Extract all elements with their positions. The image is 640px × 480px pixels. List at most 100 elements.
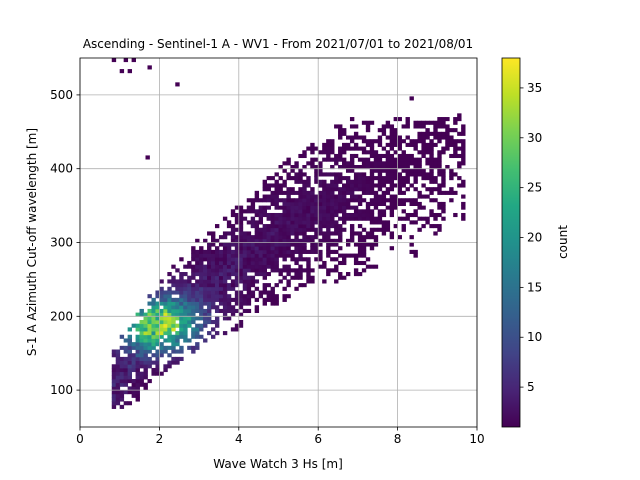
heatmap-cell <box>222 294 228 299</box>
heatmap-cell <box>143 353 148 358</box>
heatmap-cell <box>230 283 236 288</box>
heatmap-cell <box>282 216 287 221</box>
heatmap-cell <box>254 198 260 203</box>
heatmap-cell <box>330 194 335 199</box>
heatmap-cell <box>199 272 204 277</box>
heatmap-cell <box>461 179 466 184</box>
heatmap-cell <box>353 135 359 140</box>
heatmap-cell <box>421 168 426 173</box>
heatmap-cell <box>262 242 267 247</box>
heatmap-cell <box>294 205 299 210</box>
heatmap-cell <box>461 212 466 218</box>
heatmap-cell <box>127 386 133 391</box>
heatmap-cell <box>357 224 363 229</box>
heatmap-cell <box>322 264 327 269</box>
heatmap-cell <box>353 242 359 247</box>
heatmap-cell <box>187 316 192 321</box>
heatmap-cell <box>226 220 232 225</box>
heatmap-cell <box>338 205 343 210</box>
heatmap-cell <box>353 216 359 221</box>
heatmap-cell <box>441 131 446 136</box>
heatmap-cell <box>338 227 343 232</box>
heatmap-cell <box>294 172 299 177</box>
heatmap-cell <box>286 268 291 273</box>
heatmap-cell <box>373 139 379 144</box>
heatmap-cell <box>417 131 422 136</box>
heatmap-cell <box>373 165 379 170</box>
heatmap-cell <box>353 231 359 236</box>
heatmap-cell <box>234 227 240 232</box>
heatmap-cell <box>326 183 331 188</box>
heatmap-cell <box>151 308 156 314</box>
heatmap-cell <box>131 367 136 373</box>
heatmap-cell <box>171 279 176 284</box>
heatmap-cell <box>361 146 367 151</box>
heatmap-cell <box>207 294 212 299</box>
heatmap-cell <box>207 301 212 306</box>
heatmap-cell <box>238 319 244 325</box>
heatmap-cell <box>238 272 244 277</box>
heatmap-cell <box>211 231 216 236</box>
heatmap-cell <box>226 257 232 262</box>
heatmap-cell <box>155 305 160 310</box>
heatmap-cell <box>226 264 232 269</box>
heatmap-cell <box>147 338 152 343</box>
heatmap-cell <box>127 338 133 343</box>
heatmap-cell <box>187 283 192 288</box>
heatmap-cell <box>242 275 248 280</box>
heatmap-cell <box>365 120 371 125</box>
heatmap-cell <box>151 297 156 302</box>
heatmap-cell <box>195 253 200 258</box>
heatmap-cell <box>207 253 212 258</box>
heatmap-cell <box>199 275 204 280</box>
heatmap-cell <box>429 187 434 192</box>
heatmap-cell <box>250 249 256 254</box>
heatmap-cell <box>369 209 375 214</box>
heatmap-cell <box>389 124 395 129</box>
heatmap-cell <box>123 382 129 387</box>
heatmap-cell <box>218 286 224 291</box>
heatmap-cell <box>342 176 347 181</box>
heatmap-cell <box>389 168 395 173</box>
heatmap-cell <box>429 157 434 162</box>
heatmap-cell <box>187 338 192 343</box>
heatmap-cell <box>254 257 260 262</box>
heatmap-cell <box>139 349 144 354</box>
heatmap-cell <box>278 183 283 188</box>
heatmap-cell <box>250 242 256 247</box>
heatmap-cell <box>306 216 311 221</box>
heatmap-cell <box>385 124 391 129</box>
heatmap-cell <box>262 179 267 184</box>
heatmap-cell <box>290 253 295 258</box>
heatmap-cell <box>211 301 216 306</box>
heatmap-cell <box>449 128 454 133</box>
heatmap-cell <box>179 290 184 295</box>
heatmap-cell <box>203 319 208 325</box>
heatmap-cell <box>175 312 180 317</box>
heatmap-cell <box>326 142 331 147</box>
heatmap-cell <box>461 201 466 206</box>
heatmap-cell <box>401 209 406 214</box>
heatmap-cell <box>226 301 232 306</box>
heatmap-cell <box>250 257 256 262</box>
heatmap-cell <box>314 198 319 203</box>
heatmap-cell <box>294 161 299 166</box>
heatmap-cell <box>353 179 359 184</box>
heatmap-cell <box>318 183 323 188</box>
heatmap-cell <box>123 379 129 384</box>
heatmap-cell <box>286 216 291 221</box>
heatmap-cell <box>314 179 319 184</box>
heatmap-cell <box>203 283 208 288</box>
heatmap-cell <box>342 146 347 151</box>
heatmap-cell <box>441 216 446 221</box>
heatmap-cell <box>314 257 319 262</box>
heatmap-cell <box>405 212 410 218</box>
heatmap-cell <box>250 264 256 269</box>
heatmap-cell <box>421 183 426 188</box>
heatmap-cell <box>365 128 371 133</box>
heatmap-cell <box>230 327 236 332</box>
heatmap-cell <box>203 323 208 328</box>
heatmap-cell <box>115 353 121 358</box>
heatmap-cell <box>250 198 256 203</box>
heatmap-cell <box>342 128 347 133</box>
